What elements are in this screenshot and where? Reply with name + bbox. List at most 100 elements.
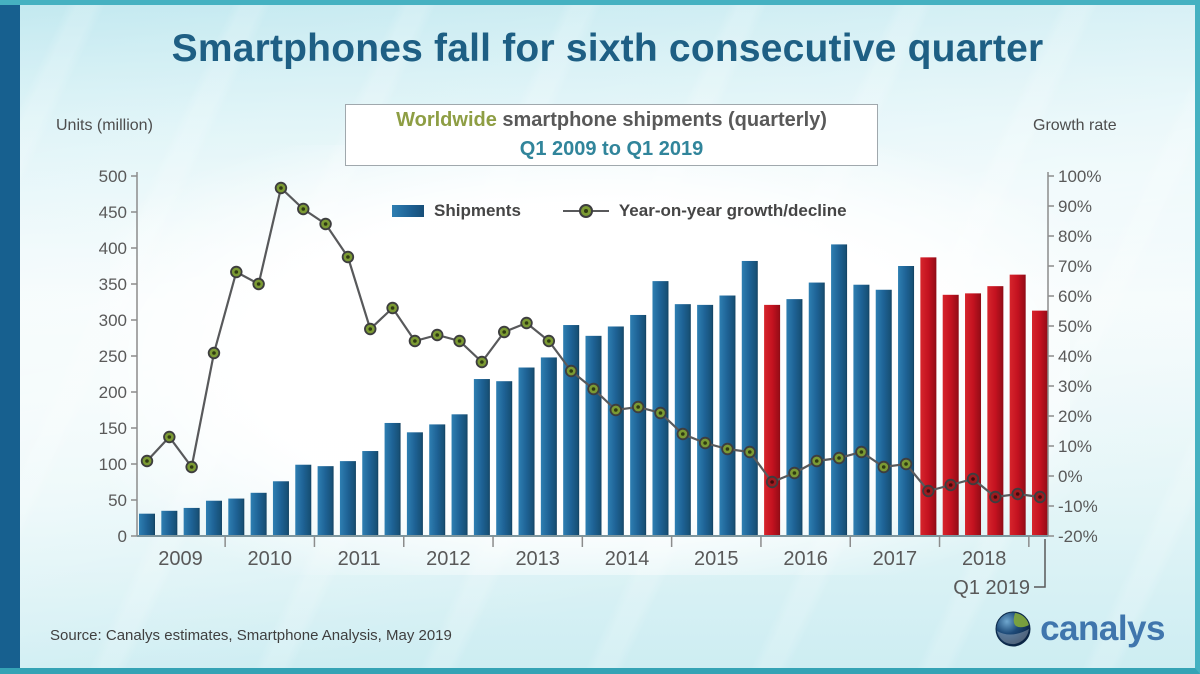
subtitle-highlight: Worldwide	[396, 109, 497, 131]
shipment-bar	[339, 461, 356, 536]
chart-subtitle-line1: Worldwide smartphone shipments (quarterl…	[396, 106, 827, 135]
shipment-bar	[384, 422, 401, 536]
left-axis-tick-label: 0	[118, 527, 127, 546]
growth-marker-dot	[569, 369, 573, 373]
year-label: 2016	[783, 548, 828, 570]
right-axis-tick-label: 30%	[1058, 377, 1092, 396]
shipment-bar-decline	[942, 294, 959, 536]
growth-marker-dot	[256, 282, 261, 286]
globe-icon	[995, 611, 1031, 647]
growth-marker-dot	[747, 450, 752, 454]
right-axis-tick-label: 70%	[1058, 257, 1092, 276]
growth-marker-dot	[993, 495, 998, 499]
shipment-bar	[183, 507, 200, 536]
year-label: 2009	[158, 548, 203, 570]
growth-marker-dot	[725, 447, 730, 451]
growth-marker-dot	[971, 477, 975, 481]
shipment-bar	[406, 432, 423, 536]
growth-marker-dot	[770, 480, 774, 484]
page-title: Smartphones fall for sixth consecutive q…	[171, 27, 1044, 70]
growth-marker-dot	[703, 441, 707, 445]
growth-marker-dot	[189, 465, 194, 469]
shipment-bar	[228, 498, 245, 536]
year-label: 2013	[515, 548, 560, 570]
left-axis-tick-label: 300	[99, 311, 127, 330]
growth-marker-dot	[390, 306, 395, 310]
last-quarter-label: Q1 2019	[953, 577, 1030, 599]
growth-marker-dot	[524, 321, 529, 325]
shipment-bar	[585, 335, 602, 536]
logo-wordmark: canalys	[1040, 609, 1165, 648]
growth-marker-dot	[904, 462, 908, 466]
shipment-bar	[295, 464, 312, 536]
shipments-growth-chart: 0 50 100 150 200 250 300 350 400 450 500 -20% -10% 0%…	[99, 167, 1102, 599]
growth-marker-dot	[591, 387, 596, 391]
growth-marker-dot	[234, 270, 239, 274]
growth-marker-dot	[212, 351, 216, 355]
shipment-bar	[161, 510, 178, 536]
right-axis-tick-label: -20%	[1058, 527, 1098, 546]
canalys-logo: canalys	[993, 609, 1165, 649]
shipment-bar-decline	[920, 257, 937, 536]
shipment-bar	[786, 299, 803, 536]
growth-marker-dot	[814, 459, 819, 463]
shipment-bar-decline	[764, 304, 781, 536]
right-axis-title: Growth rate	[1033, 117, 1117, 134]
shipment-bar	[697, 304, 714, 536]
shipments-legend-swatch	[392, 205, 424, 217]
year-label: 2011	[338, 548, 381, 570]
growth-marker-dot	[547, 339, 551, 343]
chart-subtitle-box: Worldwide smartphone shipments (quarterl…	[345, 104, 878, 166]
shipment-bar	[429, 424, 446, 536]
shipment-bar-decline	[965, 293, 982, 536]
shipment-bar	[719, 295, 736, 536]
shipment-bar	[496, 381, 513, 536]
growth-marker-dot	[636, 405, 640, 409]
left-axis-tick-label: 450	[99, 203, 127, 222]
shipment-bar	[630, 314, 647, 536]
right-axis-tick-label: 20%	[1058, 407, 1092, 426]
growth-marker-dot	[681, 432, 685, 436]
right-axis-tick-label: -10%	[1058, 497, 1098, 516]
shipment-bar	[875, 289, 892, 536]
shipment-bar	[563, 325, 580, 536]
shipment-bar	[272, 481, 289, 536]
year-label: 2015	[694, 548, 739, 570]
year-label: 2017	[873, 548, 918, 570]
growth-marker-dot	[413, 339, 417, 343]
shipment-bar	[674, 304, 691, 536]
year-label: 2014	[605, 548, 650, 570]
right-axis-tick-label: 90%	[1058, 197, 1092, 216]
year-label: 2012	[426, 548, 471, 570]
shipment-bar	[853, 284, 870, 536]
left-axis-tick-label: 400	[99, 239, 127, 258]
shipment-bar	[139, 513, 155, 536]
shipment-bar	[831, 244, 848, 536]
growth-marker-dot	[323, 222, 328, 226]
left-axis-tick-label: 350	[99, 275, 127, 294]
growth-marker-dot	[658, 411, 663, 415]
growth-marker-dot	[435, 333, 440, 337]
right-axis-tick-label: 50%	[1058, 317, 1092, 336]
shipment-bar	[607, 326, 624, 536]
growth-legend-marker-icon	[562, 204, 609, 218]
growth-marker-dot	[859, 450, 864, 454]
shipment-bar	[317, 466, 334, 536]
right-axis-tick-label: 0%	[1058, 467, 1083, 486]
growth-marker-dot	[948, 483, 953, 487]
right-axis-tick-label: 100%	[1058, 167, 1101, 186]
right-axis-tick-label: 10%	[1058, 437, 1092, 456]
shipment-bar	[473, 379, 490, 536]
growth-marker-dot	[1038, 495, 1042, 499]
right-axis-tick-label: 40%	[1058, 347, 1092, 366]
growth-marker-dot	[502, 330, 507, 334]
left-accent-strip	[0, 5, 20, 668]
growth-marker-dot	[346, 255, 350, 259]
shipment-bar	[540, 357, 557, 536]
shipment-bar	[741, 260, 758, 536]
growth-marker-dot	[480, 360, 484, 364]
shipment-bar-decline	[1032, 310, 1048, 536]
growth-marker-dot	[368, 327, 373, 331]
left-axis-tick-label: 50	[108, 491, 127, 510]
